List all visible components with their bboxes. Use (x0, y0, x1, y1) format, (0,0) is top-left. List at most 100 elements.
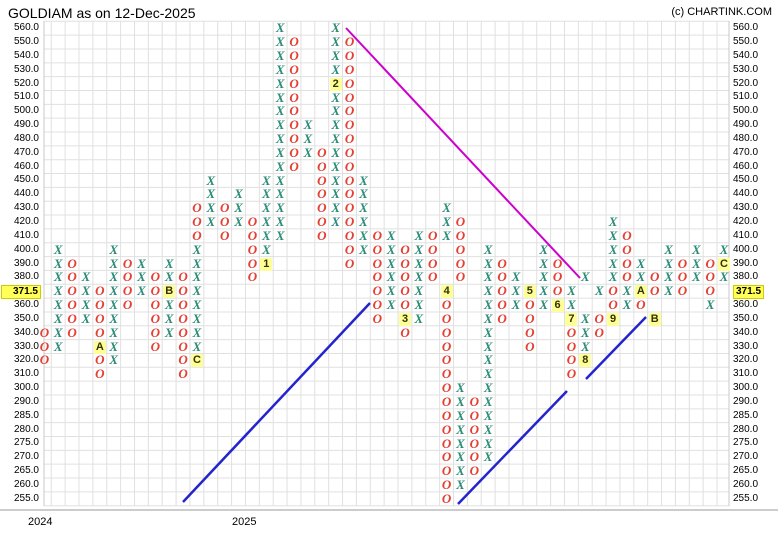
year-label-2025: 2025 (232, 516, 257, 528)
x-box: X (483, 297, 493, 313)
o-box: O (220, 214, 230, 230)
o-box: O (441, 324, 452, 340)
price-label-right-300.0: 300.0 (733, 382, 759, 394)
x-box: X (331, 144, 340, 160)
o-box: O (178, 283, 188, 299)
x-box: X (483, 338, 493, 354)
x-box: X (53, 310, 63, 326)
o-box: O (192, 200, 202, 216)
price-label-left-470.0: 470.0 (13, 146, 39, 158)
o-box: O (289, 144, 299, 160)
o-box: O (525, 324, 535, 340)
o-box: O (441, 352, 452, 368)
price-label-right-310.0: 310.0 (733, 368, 759, 380)
o-box: O (344, 172, 355, 188)
x-box: X (331, 214, 340, 230)
o-box: O (344, 34, 355, 50)
x-box: X (275, 61, 285, 77)
o-box: O (344, 214, 355, 230)
o-box: O (317, 227, 327, 243)
price-label-right-540.0: 540.0 (733, 49, 759, 61)
x-box: X (53, 297, 63, 313)
o-box: O (497, 269, 507, 285)
month-marker-6: 6 (551, 299, 564, 313)
x-box: X (331, 34, 340, 50)
x-box: X (192, 283, 202, 299)
o-box: O (122, 297, 133, 313)
x-box: X (275, 47, 285, 63)
x-box: X (511, 283, 521, 299)
month-marker-A: A (93, 340, 106, 354)
o-box: O (455, 214, 466, 230)
price-label-left-500.0: 500.0 (13, 105, 39, 117)
x-box: X (192, 310, 202, 326)
x-box: X (81, 269, 91, 285)
x-box: X (234, 186, 243, 202)
x-box: X (53, 338, 63, 354)
o-box: O (247, 227, 258, 243)
x-box: X (331, 186, 340, 202)
x-box: X (137, 283, 146, 299)
month-marker-B: B (163, 285, 176, 299)
o-box: O (400, 255, 410, 271)
price-label-right-350.0: 350.0 (733, 312, 759, 324)
o-box: O (289, 117, 299, 133)
o-box: O (705, 269, 715, 285)
x-box: X (456, 393, 465, 409)
o-box: O (649, 283, 660, 299)
price-label-left-285.0: 285.0 (13, 409, 39, 421)
x-box: X (275, 89, 285, 105)
x-box: X (331, 200, 340, 216)
price-label-right-460.0: 460.0 (733, 160, 759, 172)
o-box: O (192, 214, 202, 230)
o-box: O (95, 352, 105, 368)
price-label-left-265.0: 265.0 (13, 465, 39, 477)
x-box: X (386, 255, 396, 271)
o-box: O (469, 463, 480, 479)
x-box: X (622, 297, 632, 313)
x-box: X (664, 269, 673, 285)
price-label-left-320.0: 320.0 (13, 354, 39, 366)
x-box: X (567, 283, 576, 299)
x-box: X (456, 449, 465, 465)
o-box: O (344, 158, 355, 174)
price-label-left-420.0: 420.0 (13, 215, 39, 227)
x-box: X (483, 255, 493, 271)
o-box: O (469, 407, 480, 423)
x-box: X (622, 283, 632, 299)
month-marker-3: 3 (399, 312, 412, 326)
o-box: O (178, 269, 188, 285)
o-box: O (441, 407, 452, 423)
price-label-right-530.0: 530.0 (733, 63, 759, 75)
x-box: X (137, 269, 146, 285)
o-box: O (122, 255, 133, 271)
o-box: O (67, 324, 77, 340)
x-box: X (275, 131, 285, 147)
x-box: X (580, 338, 590, 354)
x-box: X (109, 241, 119, 257)
o-box: O (67, 255, 77, 271)
price-label-left-480.0: 480.0 (13, 132, 39, 144)
x-box: X (567, 297, 576, 313)
o-box: O (344, 75, 355, 91)
price-label-right-500.0: 500.0 (733, 105, 759, 117)
price-label-right-285.0: 285.0 (733, 409, 759, 421)
x-box: X (192, 269, 202, 285)
o-box: O (400, 297, 410, 313)
o-box: O (289, 34, 299, 50)
month-marker-9: 9 (607, 312, 620, 326)
x-box: X (234, 214, 243, 230)
x-box: X (192, 241, 202, 257)
x-box: X (206, 214, 216, 230)
o-box: O (649, 269, 660, 285)
price-label-left-490.0: 490.0 (13, 119, 39, 131)
price-label-left-510.0: 510.0 (13, 91, 39, 103)
month-marker-8: 8 (579, 354, 592, 368)
x-box: X (261, 214, 271, 230)
x-box: X (261, 186, 271, 202)
price-label-left-340.0: 340.0 (13, 326, 39, 338)
price-label-left-255.0: 255.0 (13, 492, 39, 504)
x-box: X (206, 172, 216, 188)
x-box: X (456, 463, 465, 479)
month-marker-C: C (190, 354, 203, 368)
